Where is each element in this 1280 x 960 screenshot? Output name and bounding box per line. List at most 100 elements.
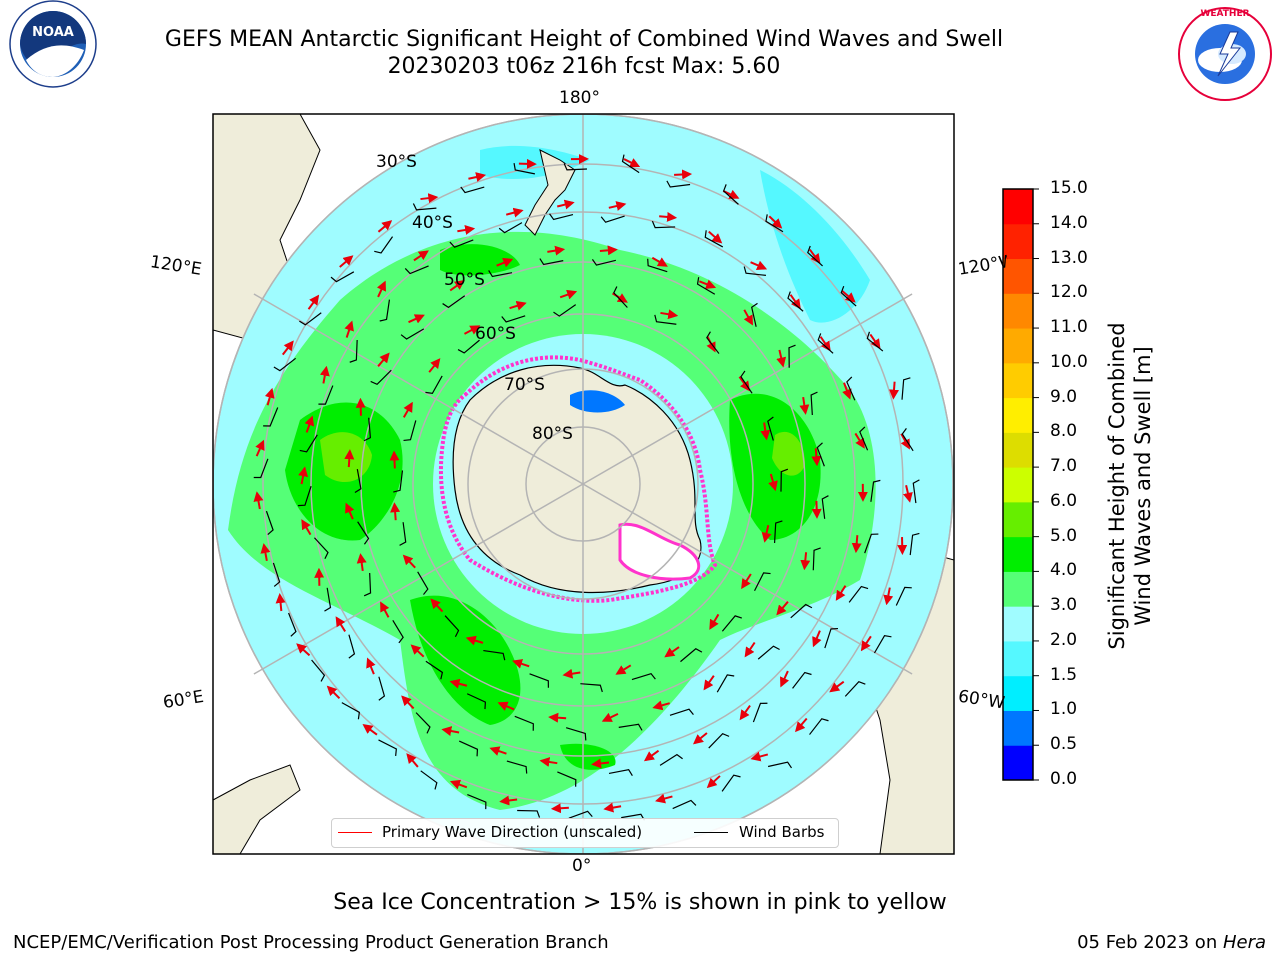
wave-direction-arrow xyxy=(674,169,693,180)
wave-direction-arrow xyxy=(744,641,756,658)
wind-barb xyxy=(324,587,332,612)
wave-band-4m xyxy=(440,244,520,276)
wave-direction-arrow xyxy=(615,664,632,675)
wave-direction-arrow xyxy=(539,757,558,767)
wind-barb xyxy=(704,230,724,248)
footer-branch: NCEP/EMC/Verification Post Processing Pr… xyxy=(13,932,609,953)
wave-direction-arrow xyxy=(809,248,821,265)
wave-direction-arrow xyxy=(449,779,468,790)
wind-barb xyxy=(549,213,574,221)
wind-barb xyxy=(297,485,312,507)
wind-barb xyxy=(848,585,869,603)
wind-barb xyxy=(780,468,789,492)
wave-direction-arrow xyxy=(296,643,311,657)
colorbar-segment xyxy=(1003,223,1033,260)
wind-barb xyxy=(273,357,297,372)
wave-direction-arrow xyxy=(402,554,416,569)
colorbar-segment xyxy=(1003,745,1033,781)
wind-barb xyxy=(379,299,391,322)
wind-barb xyxy=(672,799,697,810)
wind-barb xyxy=(767,761,793,769)
wave-direction-arrow xyxy=(835,585,847,601)
wave-direction-arrow xyxy=(599,245,618,256)
wind-barb xyxy=(467,793,487,810)
wave-direction-arrow xyxy=(255,439,265,457)
wind-barb xyxy=(696,277,716,295)
colorbar-title: Significant Height of Combined Wind Wave… xyxy=(1105,322,1155,649)
wave-direction-arrow xyxy=(795,717,808,733)
wave-direction-arrow xyxy=(408,314,425,324)
wave-direction-arrow xyxy=(655,793,673,804)
wind-barb xyxy=(415,712,431,734)
wind-barb xyxy=(393,470,404,493)
wind-barb xyxy=(363,417,372,442)
wind-barb xyxy=(501,315,526,323)
wave-direction-arrow xyxy=(264,387,275,406)
wave-direction-arrow xyxy=(344,320,354,338)
wind-barb xyxy=(846,376,856,401)
wind-barb xyxy=(895,586,912,606)
wave-direction-arrow xyxy=(465,635,484,646)
wind-barb xyxy=(444,615,460,638)
wind-barb xyxy=(417,571,429,595)
colorbar-tick-label: 5.0 xyxy=(1050,525,1078,546)
wind-barb xyxy=(840,285,857,307)
wind-barb xyxy=(821,495,829,519)
colorbar-segment xyxy=(1003,432,1033,468)
wind-barb xyxy=(449,239,474,248)
wind-barb xyxy=(740,370,753,394)
wave-direction-arrow xyxy=(512,659,530,669)
wind-barb xyxy=(400,328,425,340)
wind-barb xyxy=(265,510,274,536)
wind-barb xyxy=(722,184,739,205)
wave-direction-arrow xyxy=(889,381,900,400)
wave-direction-arrow xyxy=(389,450,400,469)
wave-direction-arrow xyxy=(851,535,862,554)
wind-barb xyxy=(370,369,392,386)
wave-direction-arrow xyxy=(430,598,444,613)
wave-direction-arrow xyxy=(902,485,913,503)
wind-barb xyxy=(654,314,677,325)
wind-barb xyxy=(743,266,766,276)
wave-direction-arrow xyxy=(664,646,680,658)
wave-direction-arrow xyxy=(708,230,723,244)
wave-direction-arrow xyxy=(326,685,341,700)
wave-direction-arrow xyxy=(659,211,678,222)
colorbar-segment xyxy=(1003,328,1033,364)
wind-barb xyxy=(313,537,329,559)
wind-barb xyxy=(565,727,587,741)
wind-barb xyxy=(812,547,821,571)
colorbar-tick-label: 1.0 xyxy=(1050,699,1078,720)
wave-direction-arrow xyxy=(698,279,717,289)
wind-barb xyxy=(263,407,279,427)
wave-direction-arrow xyxy=(776,349,787,368)
wave-direction-arrow xyxy=(819,336,831,352)
wave-direction-arrow xyxy=(401,695,415,710)
wind-barb xyxy=(506,760,528,774)
wind-barb xyxy=(859,426,869,451)
wind-barb xyxy=(600,215,625,223)
wave-direction-arrow xyxy=(812,630,822,648)
wind-barb xyxy=(425,660,444,680)
wind-barb xyxy=(866,331,884,352)
wave-direction-arrow xyxy=(548,712,567,723)
wind-barb xyxy=(680,648,703,663)
wind-barb xyxy=(253,458,269,479)
footer-host: Hera xyxy=(1222,932,1266,953)
wave-direction-arrow xyxy=(800,552,811,571)
colorbar-segment xyxy=(1003,467,1033,503)
wave-direction-arrow xyxy=(841,290,856,303)
wind-barb xyxy=(773,520,783,544)
wave-direction-arrow xyxy=(509,300,527,311)
wind-barb xyxy=(349,339,358,363)
wave-direction-arrow xyxy=(811,448,822,467)
wind-barb xyxy=(354,469,362,493)
wind-barb xyxy=(457,339,480,354)
wave-direction-arrow xyxy=(651,256,668,267)
wave-direction-arrow xyxy=(253,491,264,510)
wave-direction-arrow xyxy=(776,601,789,616)
meridian-line xyxy=(253,293,584,485)
wind-barb xyxy=(272,562,281,587)
wind-barb xyxy=(488,270,513,278)
wave-direction-arrow xyxy=(860,635,872,652)
